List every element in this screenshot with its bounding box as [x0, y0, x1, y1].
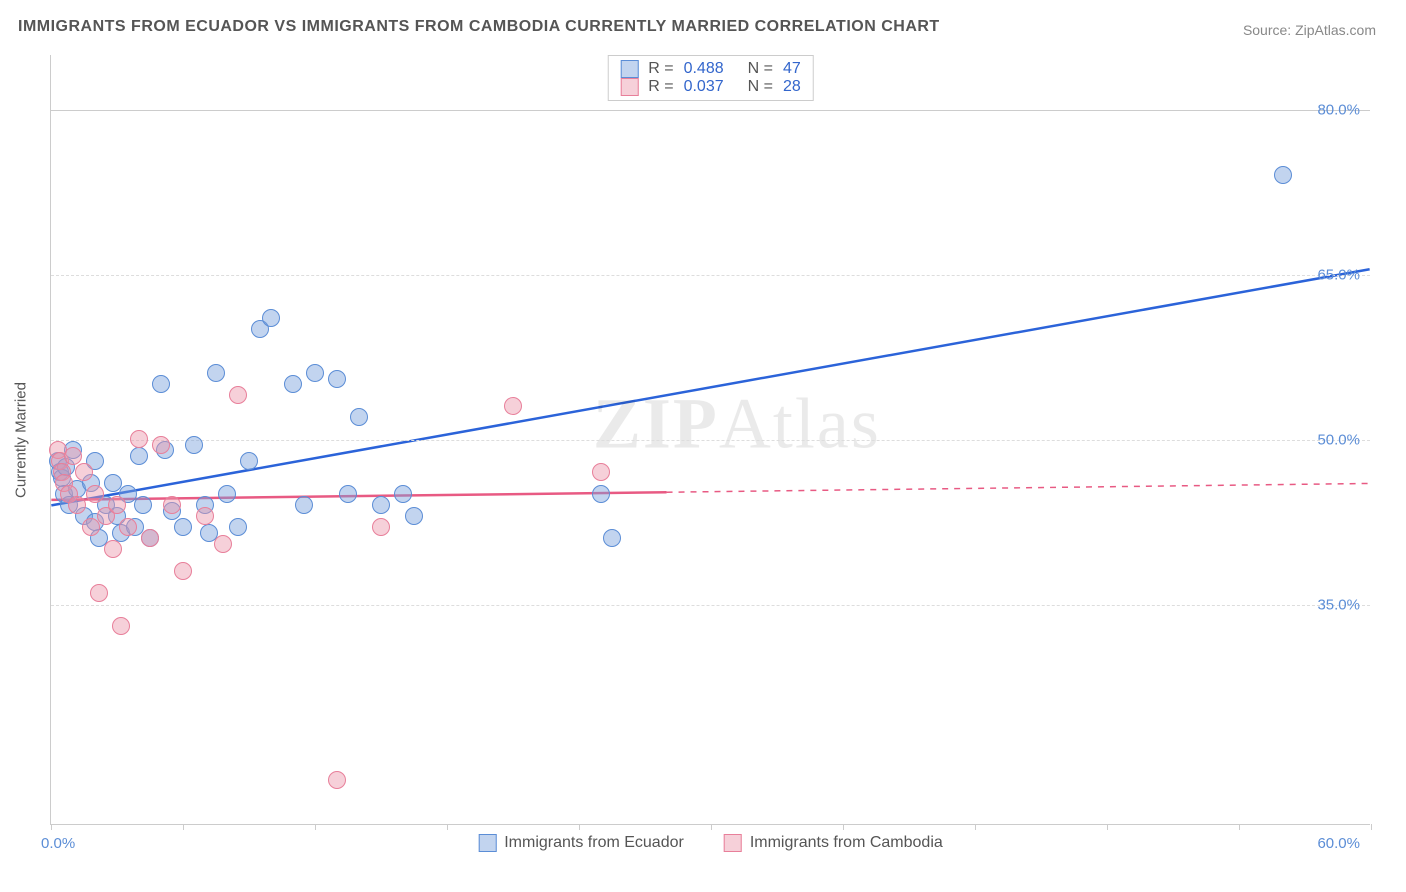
- scatter-point: [90, 584, 108, 602]
- x-tick: [1371, 824, 1372, 830]
- legend-row: R = 0.037 N = 28: [620, 78, 801, 96]
- scatter-point: [218, 485, 236, 503]
- gridline: [51, 605, 1370, 606]
- x-tick: [1107, 824, 1108, 830]
- scatter-point: [394, 485, 412, 503]
- scatter-point: [328, 771, 346, 789]
- gridline: [51, 440, 1370, 441]
- scatter-point: [350, 408, 368, 426]
- scatter-point: [108, 496, 126, 514]
- x-tick: [315, 824, 316, 830]
- legend-n-value: 28: [783, 78, 801, 96]
- x-axis-min-label: 0.0%: [41, 835, 75, 852]
- y-tick-label: 65.0%: [1317, 267, 1360, 284]
- scatter-point: [185, 436, 203, 454]
- scatter-point: [174, 562, 192, 580]
- x-tick: [843, 824, 844, 830]
- legend-r-label: R =: [648, 60, 673, 78]
- legend-row: R = 0.488 N = 47: [620, 60, 801, 78]
- scatter-point: [141, 529, 159, 547]
- plot-area: Currently Married R =0.488N =47R =0.037N…: [50, 55, 1370, 825]
- series-name: Immigrants from Cambodia: [750, 834, 943, 852]
- scatter-point: [75, 463, 93, 481]
- scatter-point: [214, 535, 232, 553]
- scatter-point: [163, 496, 181, 514]
- legend-swatch: [478, 834, 496, 852]
- scatter-point: [174, 518, 192, 536]
- scatter-point: [152, 375, 170, 393]
- scatter-point: [64, 447, 82, 465]
- legend-n-label: N =: [748, 78, 773, 96]
- scatter-point: [295, 496, 313, 514]
- gridline: [51, 110, 1370, 111]
- scatter-point: [229, 518, 247, 536]
- y-axis-title: Currently Married: [13, 382, 30, 498]
- scatter-point: [372, 496, 390, 514]
- scatter-point: [504, 397, 522, 415]
- scatter-point: [130, 447, 148, 465]
- scatter-point: [592, 463, 610, 481]
- watermark: ZIPAtlas: [593, 383, 881, 466]
- scatter-point: [104, 540, 122, 558]
- x-tick: [579, 824, 580, 830]
- scatter-point: [112, 617, 130, 635]
- series-name: Immigrants from Ecuador: [504, 834, 684, 852]
- y-tick-label: 50.0%: [1317, 432, 1360, 449]
- x-tick: [183, 824, 184, 830]
- correlation-legend: R = 0.488 N = 47 R = 0.037 N = 28: [607, 55, 814, 101]
- series-legend-item: Immigrants from Ecuador: [478, 834, 684, 852]
- watermark-a: ZIP: [593, 384, 719, 464]
- scatter-point: [207, 364, 225, 382]
- scatter-point: [119, 518, 137, 536]
- scatter-point: [306, 364, 324, 382]
- y-tick-label: 80.0%: [1317, 102, 1360, 119]
- series-legend: Immigrants from Ecuador Immigrants from C…: [478, 834, 943, 852]
- scatter-point: [240, 452, 258, 470]
- scatter-point: [1274, 166, 1292, 184]
- scatter-point: [134, 496, 152, 514]
- scatter-point: [130, 430, 148, 448]
- legend-r-value: 0.037: [684, 78, 724, 96]
- legend-swatch: [724, 834, 742, 852]
- scatter-point: [284, 375, 302, 393]
- scatter-point: [229, 386, 247, 404]
- chart-title: IMMIGRANTS FROM ECUADOR VS IMMIGRANTS FR…: [18, 18, 940, 36]
- legend-n-value: 47: [783, 60, 801, 78]
- legend-r-label: R =: [648, 78, 673, 96]
- scatter-point: [82, 518, 100, 536]
- scatter-point: [328, 370, 346, 388]
- scatter-point: [152, 436, 170, 454]
- scatter-point: [262, 309, 280, 327]
- x-tick: [447, 824, 448, 830]
- x-tick: [975, 824, 976, 830]
- legend-n-label: N =: [748, 60, 773, 78]
- legend-r-value: 0.488: [684, 60, 724, 78]
- x-tick: [1239, 824, 1240, 830]
- x-axis-max-label: 60.0%: [1317, 835, 1360, 852]
- source-label: Source: ZipAtlas.com: [1243, 22, 1376, 38]
- series-legend-item: Immigrants from Cambodia: [724, 834, 943, 852]
- legend-swatch: [620, 60, 638, 78]
- x-tick: [51, 824, 52, 830]
- y-tick-label: 35.0%: [1317, 597, 1360, 614]
- scatter-point: [68, 496, 86, 514]
- x-tick: [711, 824, 712, 830]
- scatter-point: [372, 518, 390, 536]
- watermark-b: Atlas: [719, 384, 881, 464]
- scatter-point: [405, 507, 423, 525]
- scatter-point: [86, 485, 104, 503]
- scatter-point: [603, 529, 621, 547]
- gridline: [51, 275, 1370, 276]
- scatter-point: [592, 485, 610, 503]
- scatter-point: [196, 507, 214, 525]
- legend-swatch: [620, 78, 638, 96]
- scatter-point: [339, 485, 357, 503]
